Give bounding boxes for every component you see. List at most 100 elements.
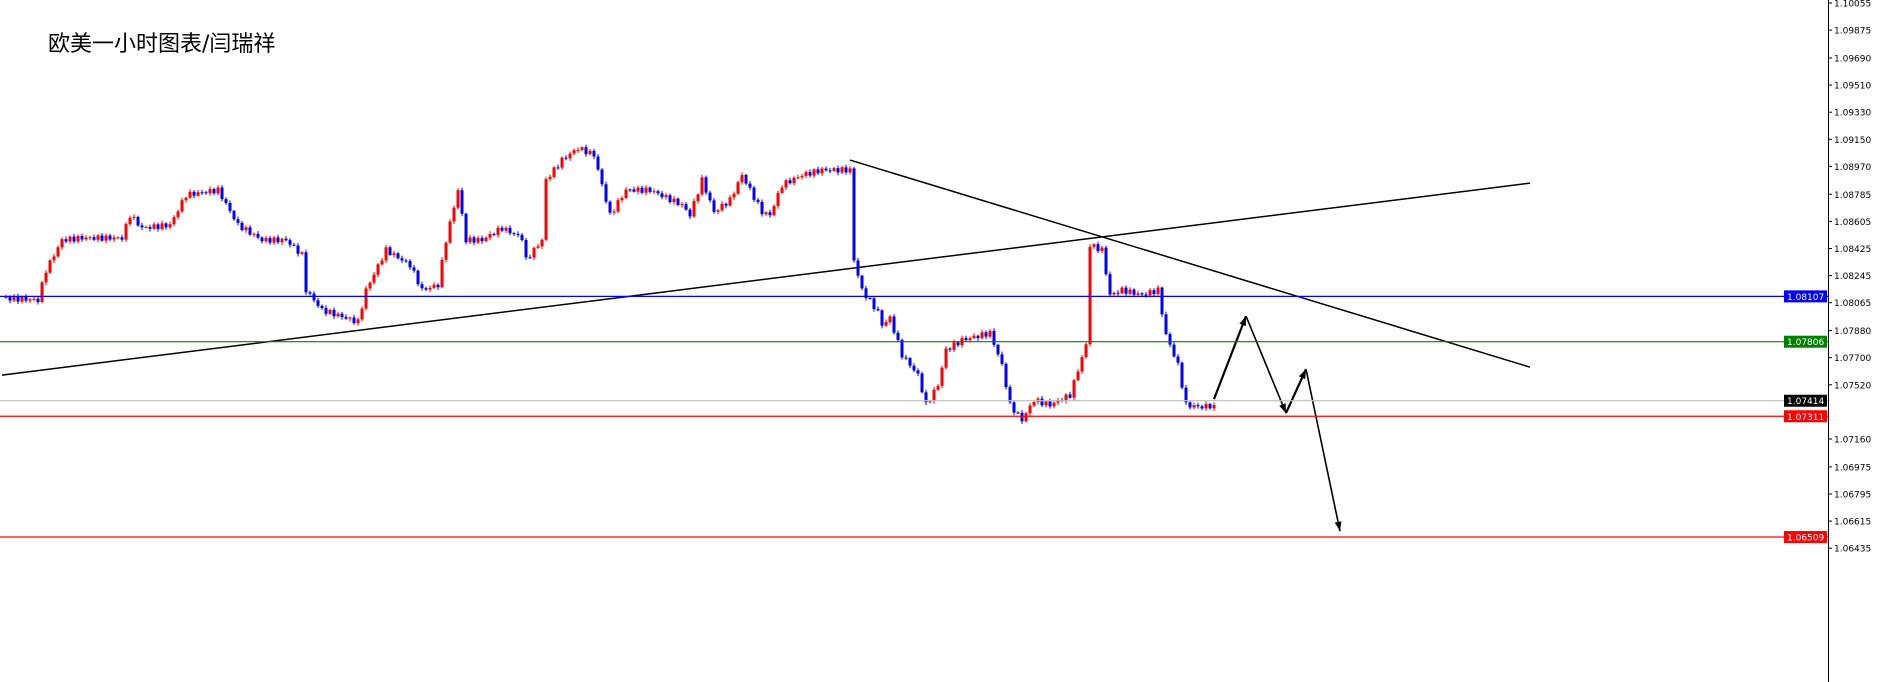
candle-body bbox=[264, 237, 268, 242]
candle-body bbox=[296, 245, 300, 254]
candle-body bbox=[1016, 412, 1020, 414]
candle-body bbox=[380, 260, 384, 265]
candle-body bbox=[836, 168, 840, 173]
candle-body bbox=[124, 224, 128, 240]
y-tick-label: 1.06615 bbox=[1834, 518, 1871, 528]
candle-body bbox=[1032, 401, 1036, 406]
candle-body bbox=[512, 233, 516, 235]
candle-body bbox=[320, 305, 324, 309]
candle-body bbox=[632, 189, 636, 192]
candle-body bbox=[888, 316, 892, 323]
candle-body bbox=[956, 342, 960, 346]
candle-body bbox=[704, 177, 708, 193]
candle-body bbox=[788, 180, 792, 184]
candle-body bbox=[640, 187, 644, 193]
candle-body bbox=[292, 244, 296, 246]
candle-body bbox=[344, 317, 348, 319]
candle-body bbox=[284, 238, 288, 241]
candle-body bbox=[772, 206, 776, 216]
candle-body bbox=[428, 287, 432, 290]
candle-body bbox=[420, 284, 424, 289]
arrow-head-icon bbox=[1279, 403, 1286, 414]
candle-body bbox=[228, 202, 232, 211]
candle-body bbox=[652, 191, 656, 193]
candle-body bbox=[756, 199, 760, 202]
candle-body bbox=[208, 189, 212, 194]
candle-body bbox=[224, 199, 228, 203]
candle-body bbox=[744, 174, 748, 184]
candle-body bbox=[120, 237, 124, 240]
candle-body bbox=[1084, 344, 1088, 358]
candle-body bbox=[64, 239, 68, 242]
candle-body bbox=[580, 147, 584, 150]
candle-body bbox=[1120, 287, 1124, 294]
candle-body bbox=[868, 298, 872, 300]
candle-body bbox=[932, 389, 936, 401]
level-label: 1.07414 bbox=[1787, 397, 1824, 407]
candle-body bbox=[984, 332, 988, 337]
candle-body bbox=[852, 168, 856, 261]
candle-body bbox=[976, 335, 980, 339]
y-tick-label: 1.07160 bbox=[1834, 435, 1871, 445]
candle-body bbox=[776, 192, 780, 207]
candle-body bbox=[304, 252, 308, 293]
candle-body bbox=[244, 227, 248, 231]
candle-body bbox=[1092, 244, 1096, 247]
candle-body bbox=[200, 192, 204, 194]
candle-body bbox=[660, 193, 664, 198]
candle-body bbox=[712, 200, 716, 212]
candle-body bbox=[300, 252, 304, 254]
candle-body bbox=[188, 191, 192, 198]
candle-body bbox=[692, 201, 696, 217]
candle-body bbox=[424, 288, 428, 290]
candle-body bbox=[68, 236, 72, 242]
candle-body bbox=[792, 177, 796, 184]
candle-body bbox=[384, 247, 388, 261]
candle-body bbox=[220, 187, 224, 200]
level-label: 1.08107 bbox=[1787, 293, 1824, 303]
candle-body bbox=[1116, 292, 1120, 294]
candle-body bbox=[148, 227, 152, 229]
candle-body bbox=[672, 198, 676, 203]
candle-body bbox=[808, 172, 812, 176]
candle-body bbox=[1152, 290, 1156, 294]
candle-body bbox=[268, 237, 272, 243]
candle-body bbox=[1004, 363, 1008, 388]
level-label-bg bbox=[1784, 531, 1827, 544]
candle-body bbox=[872, 298, 876, 309]
candle-body bbox=[864, 288, 868, 299]
candle-body bbox=[528, 257, 532, 259]
arrow-head-icon bbox=[1298, 369, 1306, 380]
candle-body bbox=[940, 367, 944, 386]
candle-body bbox=[812, 169, 816, 176]
candle-body bbox=[684, 204, 688, 210]
candle-body bbox=[212, 189, 216, 194]
candle-body bbox=[1196, 405, 1200, 407]
y-tick-label: 1.09875 bbox=[1834, 27, 1871, 37]
candle-body bbox=[1200, 406, 1204, 409]
candle-body bbox=[160, 223, 164, 229]
candle-body bbox=[256, 233, 260, 238]
candle-body bbox=[688, 209, 692, 217]
y-tick-label: 1.08065 bbox=[1834, 299, 1871, 309]
candle-body bbox=[500, 227, 504, 231]
candle-body bbox=[900, 339, 904, 358]
candle-body bbox=[440, 259, 444, 288]
candle-body bbox=[1188, 402, 1192, 408]
candle-body bbox=[348, 317, 352, 319]
candle-body bbox=[600, 169, 604, 185]
candle-body bbox=[1096, 244, 1100, 252]
candle-body bbox=[252, 233, 256, 235]
candle-body bbox=[896, 332, 900, 340]
candle-body bbox=[708, 192, 712, 201]
candle-body bbox=[204, 192, 208, 194]
candle-body bbox=[196, 192, 200, 196]
candle-body bbox=[1076, 371, 1080, 381]
level-label: 1.07806 bbox=[1787, 338, 1824, 348]
candle-body bbox=[76, 236, 80, 242]
y-tick-label: 1.07700 bbox=[1834, 354, 1871, 364]
candle-body bbox=[1112, 292, 1116, 295]
candle-body bbox=[1132, 289, 1136, 295]
candle-body bbox=[168, 224, 172, 228]
